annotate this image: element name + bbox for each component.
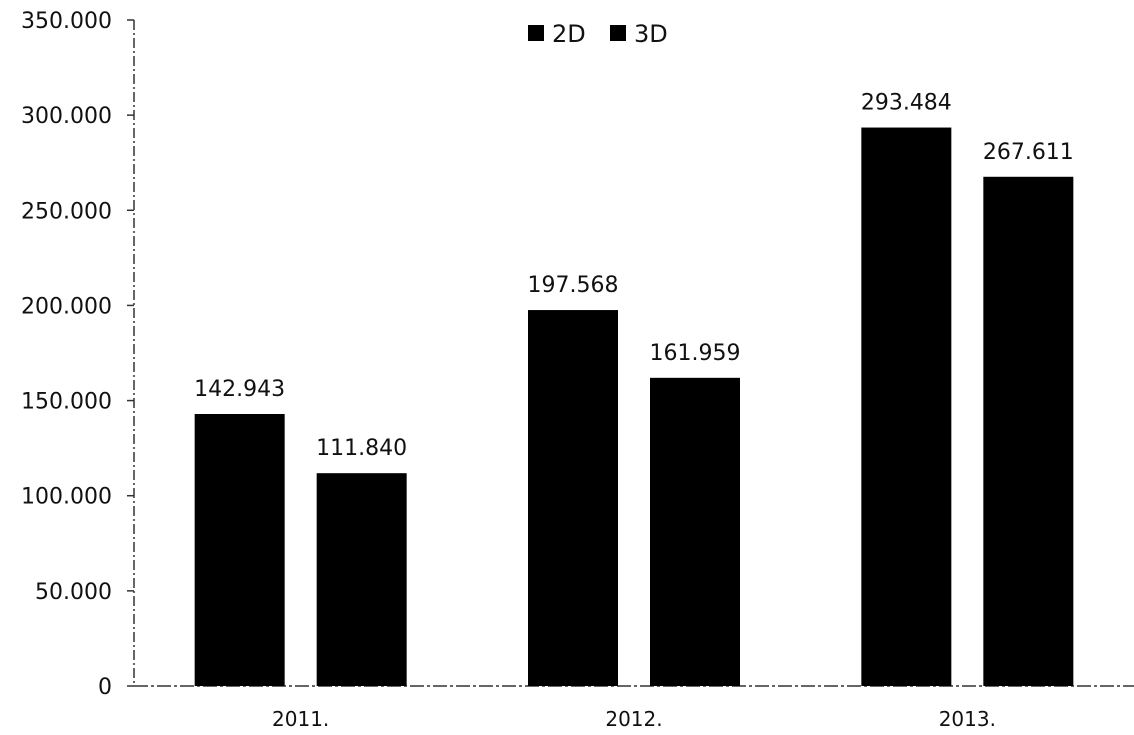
data-label: 111.840 [316, 436, 407, 461]
bar-2d-2011 [194, 413, 285, 686]
y-tick-label: 50.000 [35, 580, 112, 605]
bar-series [194, 127, 1074, 687]
y-tick-label: 100.000 [21, 485, 112, 510]
data-label: 267.611 [983, 140, 1074, 165]
legend-label-2d: 2D [552, 20, 586, 48]
y-tick-label: 150.000 [21, 390, 112, 415]
bar-3d-2013 [983, 176, 1074, 687]
data-label: 197.568 [528, 273, 619, 298]
y-tick-label: 250.000 [21, 199, 112, 224]
y-tick-label: 200.000 [21, 294, 112, 319]
bar-3d-2012 [650, 377, 740, 686]
data-label: 293.484 [861, 91, 952, 116]
legend-swatch-2d [528, 25, 544, 41]
bar-3d-2011 [316, 473, 407, 686]
legend-swatch-3d [610, 25, 626, 41]
data-label: 161.959 [650, 341, 741, 366]
y-axis-ticks: 0 50.000 100.000 150.000 200.000 250.000 300.0… [21, 9, 134, 700]
y-tick-label: 350.000 [21, 9, 112, 34]
x-category-label: 2013. [939, 707, 996, 731]
x-category-label: 2012. [605, 707, 662, 731]
y-tick-label: 300.000 [21, 104, 112, 129]
legend-label-3d: 3D [634, 20, 668, 48]
x-category-label: 2011. [272, 707, 329, 731]
bar-2d-2012 [528, 310, 618, 686]
x-axis-labels: 2011. 2012. 2013. [272, 707, 996, 731]
y-tick-label: 0 [98, 675, 112, 700]
chart-axes [133, 20, 1134, 687]
data-label: 142.943 [194, 377, 285, 402]
legend: 2D 3D [528, 20, 668, 48]
bar-2d-2013 [861, 127, 952, 687]
data-labels: 142.943 111.840 197.568 161.959 293.484 267.6… [194, 91, 1074, 462]
